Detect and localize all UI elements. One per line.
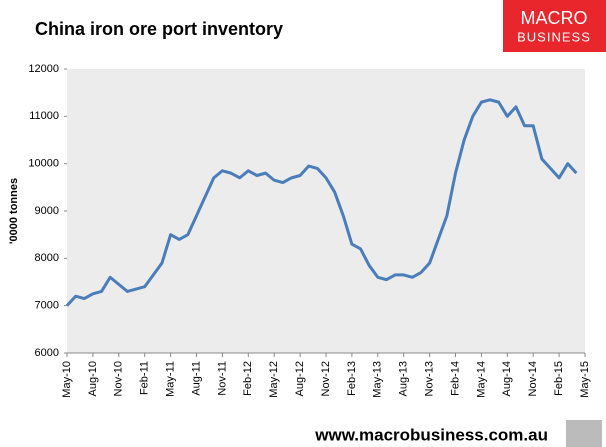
series-line bbox=[65, 98, 578, 307]
x-tick-label: Nov-12 bbox=[320, 361, 332, 396]
y-tick-label: 12000 bbox=[28, 63, 59, 75]
x-tick-label: Feb-14 bbox=[449, 361, 461, 396]
logo-box bbox=[503, 0, 606, 52]
x-tick-label: Nov-11 bbox=[216, 361, 228, 396]
chart-title: China iron ore port inventory bbox=[35, 19, 283, 39]
x-tick-label: Feb-11 bbox=[139, 361, 151, 395]
y-tick-label: 8000 bbox=[35, 252, 59, 264]
y-tick-label: 9000 bbox=[35, 205, 59, 217]
y-tick-label: 11000 bbox=[29, 110, 59, 122]
x-tick-label: May-10 bbox=[61, 361, 73, 398]
y-tick-label: 10000 bbox=[28, 158, 59, 170]
x-tick-label: May-14 bbox=[475, 361, 487, 398]
plot-area bbox=[67, 69, 585, 353]
x-tick-label: May-12 bbox=[268, 361, 280, 398]
x-tick-label: Feb-12 bbox=[242, 361, 254, 396]
x-tick-label: Aug-11 bbox=[190, 361, 202, 396]
y-tick-label: 6000 bbox=[35, 347, 59, 359]
footer: www.macrobusiness.com.au bbox=[314, 425, 548, 444]
x-tick-label: Nov-13 bbox=[424, 361, 436, 396]
x-tick-label: May-11 bbox=[165, 361, 177, 397]
x-tick-label: Nov-10 bbox=[113, 361, 125, 396]
y-axis-label: '0000 tonnes bbox=[8, 178, 20, 244]
x-tick-label: Nov-14 bbox=[527, 361, 539, 396]
logo-text: MACRO bbox=[521, 8, 588, 28]
x-tick-label: Aug-12 bbox=[294, 361, 306, 396]
x-tick-label: May-13 bbox=[372, 361, 384, 398]
logo-text: BUSINESS bbox=[517, 29, 591, 44]
logo-icon bbox=[566, 420, 602, 447]
x-tick-label: Feb-13 bbox=[346, 361, 358, 396]
x-tick-label: Aug-14 bbox=[501, 361, 513, 396]
x-tick-label: May-15 bbox=[579, 361, 591, 398]
x-tick-label: Feb-15 bbox=[553, 361, 565, 396]
x-tick-label: Aug-13 bbox=[398, 361, 410, 396]
y-tick-label: 7000 bbox=[35, 300, 59, 312]
x-tick-label: Aug-10 bbox=[87, 361, 99, 396]
